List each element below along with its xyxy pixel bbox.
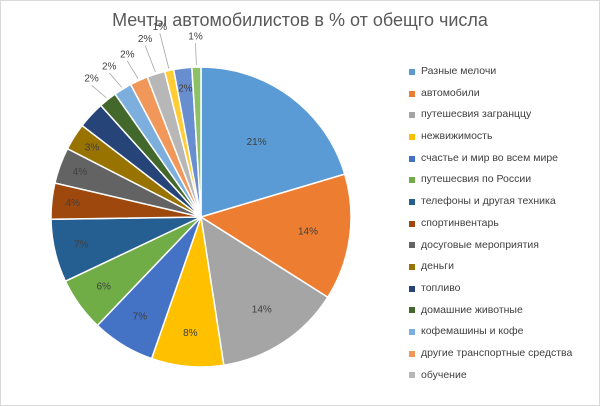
pie-leader-12 <box>91 84 107 99</box>
legend-label: автомобили <box>421 86 480 99</box>
pie-slice-18 <box>191 66 202 218</box>
pie-label-18: 1% <box>188 32 203 43</box>
pie-label-14: 2% <box>120 50 135 61</box>
legend-item-10: деньги <box>409 256 572 278</box>
legend-item-7: телефоны и другая техника <box>409 191 572 213</box>
legend-swatch <box>409 329 415 336</box>
pie-label-12: 2% <box>84 74 99 85</box>
pie-leader-13 <box>108 72 123 88</box>
legend-label: путешесвия загранццу <box>421 108 532 121</box>
pie-label-17: 2% <box>178 84 193 95</box>
pie-leader-15 <box>144 45 156 73</box>
pie-leader-18 <box>195 43 197 66</box>
legend-swatch <box>409 198 415 205</box>
legend-swatch <box>409 220 415 227</box>
legend-swatch <box>409 68 415 75</box>
legend-item-9: досуговые мероприятия <box>409 235 572 257</box>
pie-label-1: 21% <box>247 137 267 148</box>
legend-swatch <box>409 372 415 379</box>
legend-item-3: путешесвия загранццу <box>409 104 572 126</box>
pie-label-9: 4% <box>73 167 88 178</box>
pie-label-16: 1% <box>153 22 168 33</box>
legend-label: счастье и мир во всем мире <box>421 151 559 164</box>
pie-leader-16 <box>159 33 170 69</box>
pie-slice-1 <box>200 66 346 219</box>
legend-label: Разные мелочи <box>421 65 497 77</box>
legend-swatch <box>409 242 415 249</box>
legend-swatch <box>409 350 415 357</box>
legend-item-8: спортинвентарь <box>409 213 572 235</box>
pie-slice-2 <box>199 173 352 299</box>
legend-label: спортинвентарь <box>421 216 499 229</box>
pie-slices <box>50 66 352 368</box>
legend-label: телефоны и другая техника <box>421 195 556 208</box>
legend-label: нежвижимость <box>421 130 493 143</box>
legend-swatch <box>409 307 415 314</box>
legend-item-1: Разные мелочи <box>409 61 572 83</box>
chart-title: Мечты автомобилистов в % от обещго числа <box>112 10 488 30</box>
pie-label-15: 2% <box>138 34 153 45</box>
legend-item-12: домашние животные <box>409 300 572 322</box>
legend-label: топливо <box>421 281 461 294</box>
legend-swatch <box>409 133 415 140</box>
pie-label-13: 2% <box>102 61 117 72</box>
legend-item-5: счастье и мир во всем мире <box>409 148 572 170</box>
legend-item-2: автомобили <box>409 83 572 105</box>
legend-label: кофемашины и кофе <box>421 325 524 338</box>
pie-label-10: 3% <box>85 143 100 154</box>
legend-swatch <box>409 112 415 119</box>
pie-label-5: 7% <box>133 311 148 322</box>
legend-item-14: другие транспортные средства <box>409 343 572 365</box>
legend-item-13: кофемашины и кофе <box>409 321 572 343</box>
label-leaders <box>91 33 197 99</box>
legend-label: домашние животные <box>421 303 523 316</box>
pie-leader-14 <box>126 60 139 79</box>
legend-label: путешесвия по России <box>421 173 532 186</box>
legend-swatch <box>409 264 415 271</box>
legend-item-15: обучение <box>409 365 572 387</box>
pie-labels: 21%14%14%8%7%6%7%4%4%3%2%2%2%2%1%2%1% <box>65 22 318 339</box>
legend-swatch <box>409 155 415 162</box>
legend-label: досуговые мероприятия <box>421 238 539 251</box>
pie-label-8: 4% <box>65 198 80 209</box>
pie-label-4: 8% <box>183 328 198 339</box>
pie-label-7: 7% <box>74 239 89 250</box>
legend-label: другие транспортные средства <box>421 346 573 359</box>
legend-item-6: путешесвия по России <box>409 169 572 191</box>
legend-swatch <box>409 90 415 97</box>
pie-slice-3 <box>200 215 329 367</box>
legend-swatch <box>409 285 415 292</box>
legend-label: обучение <box>421 368 467 381</box>
pie-label-3: 14% <box>252 304 272 315</box>
legend-label: деньги <box>421 260 454 273</box>
legend-swatch <box>409 177 415 184</box>
pie-label-2: 14% <box>298 226 318 237</box>
legend-item-4: нежвижимость <box>409 126 572 148</box>
legend-item-11: топливо <box>409 278 572 300</box>
legend: Разные мелочи автомобили путешесвия загран… <box>409 61 572 386</box>
pie-label-6: 6% <box>96 282 111 293</box>
